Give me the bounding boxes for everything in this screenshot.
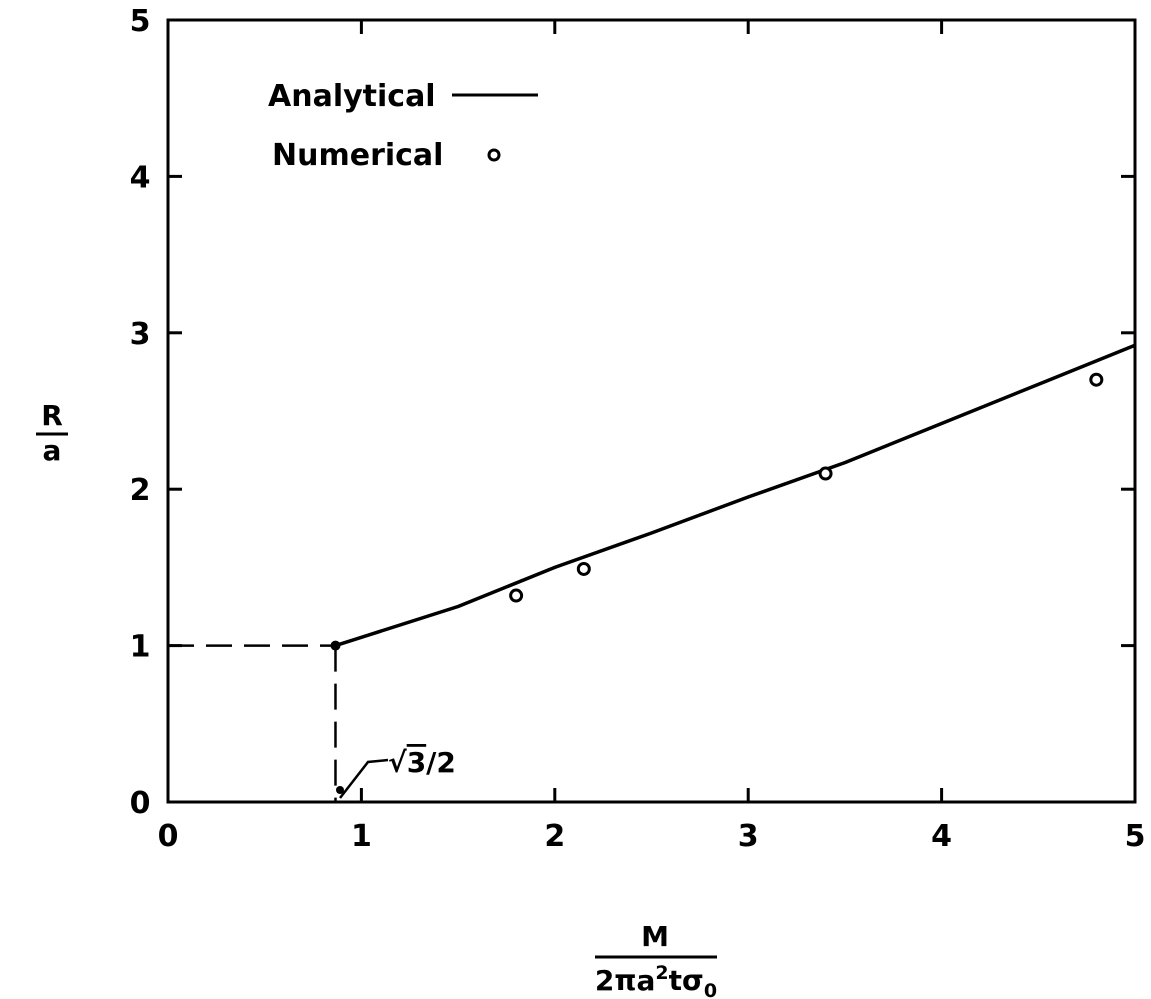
numerical-point [818, 466, 833, 481]
legend-marker-numerical [487, 148, 501, 162]
series-layer [330, 343, 1136, 651]
y-axis-label: R a [36, 399, 68, 467]
numerical-point [576, 561, 591, 576]
legend-label-analytical: Analytical [268, 79, 436, 114]
axis-ticks: 0 1 2 3 4 5 0 1 2 3 4 5 [130, 4, 1146, 854]
annotation-text: √3/2 [388, 746, 456, 779]
reference-lines [168, 644, 337, 802]
y-tick-label: 3 [130, 317, 151, 352]
analytical-line [334, 343, 1136, 648]
annotation-leader [339, 758, 389, 799]
x-tick-label: 5 [1125, 819, 1146, 854]
numerical-point [1089, 372, 1104, 387]
x-tick-label: 4 [931, 819, 952, 854]
annotation-dot [336, 786, 344, 794]
x-tick-label: 1 [351, 819, 372, 854]
y-tick-label: 5 [130, 4, 151, 39]
x-tick-label: 0 [158, 819, 179, 854]
y-tick-label: 4 [130, 160, 151, 195]
plot-frame [166, 18, 1137, 804]
x-label-denominator: 2πa2tσ0 [595, 962, 717, 999]
y-tick-label: 1 [130, 630, 151, 665]
y-label-numerator: R [41, 399, 63, 432]
numerical-point [509, 588, 524, 603]
y-tick-label: 0 [130, 786, 151, 821]
y-label-denominator: a [43, 434, 62, 467]
x-tick-label: 3 [738, 819, 759, 854]
y-tick-label: 2 [130, 473, 151, 508]
x-axis-label: M 2πa2tσ0 [595, 920, 717, 999]
legend: Analytical Numerical [268, 79, 538, 173]
analytical-start-point [330, 640, 341, 651]
x-label-numerator: M [641, 920, 669, 953]
legend-label-numerical: Numerical [272, 138, 443, 173]
x-tick-label: 2 [544, 819, 565, 854]
sqrt3-over-2-annotation: √3/2 [336, 746, 456, 799]
